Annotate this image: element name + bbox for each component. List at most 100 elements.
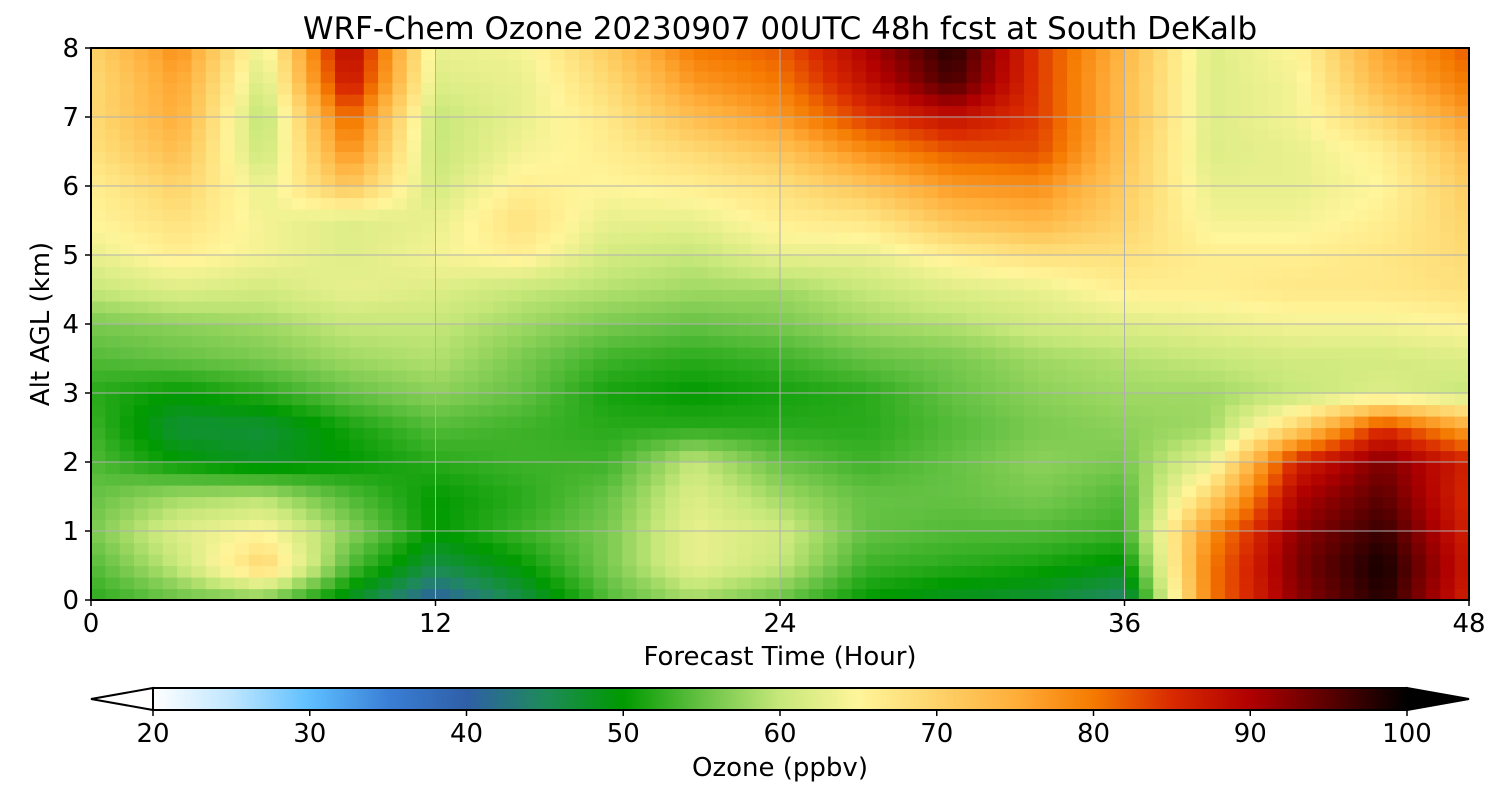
heatmap-cell (177, 450, 193, 463)
heatmap-cell (851, 381, 867, 394)
heatmap-cell (923, 347, 939, 360)
heatmap-cell (1311, 427, 1327, 440)
heatmap-cell (1024, 48, 1039, 61)
heatmap-cell (177, 117, 193, 130)
heatmap-cell (1440, 117, 1456, 130)
heatmap-cell (851, 347, 867, 360)
heatmap-cell (134, 416, 150, 429)
heatmap-cell (937, 312, 953, 325)
heatmap-cell (736, 289, 752, 302)
heatmap-cell (679, 255, 695, 268)
heatmap-cell (837, 565, 853, 578)
heatmap-cell (320, 197, 336, 210)
heatmap-cell (1052, 312, 1068, 325)
heatmap-cell (823, 450, 839, 463)
heatmap-cell (937, 255, 953, 268)
heatmap-cell (1210, 278, 1226, 291)
heatmap-cell (1368, 289, 1384, 302)
heatmap-cell (1095, 278, 1111, 291)
heatmap-cell (105, 255, 121, 268)
heatmap-cell (248, 542, 264, 555)
heatmap-cell (1095, 427, 1111, 440)
heatmap-cell (105, 577, 121, 590)
heatmap-cell (291, 450, 307, 463)
heatmap-cell (1067, 71, 1083, 84)
heatmap-cell (937, 151, 953, 164)
heatmap-cell (765, 117, 781, 130)
heatmap-cell (449, 186, 465, 199)
heatmap-cell (894, 485, 910, 498)
heatmap-cell (478, 255, 494, 268)
heatmap-cell (952, 485, 968, 498)
heatmap-cell (464, 347, 480, 360)
heatmap-cell (679, 496, 695, 509)
heatmap-cell (736, 439, 752, 452)
heatmap-cell (1181, 232, 1197, 245)
heatmap-cell (177, 393, 193, 406)
heatmap-cell (937, 209, 953, 222)
heatmap-cell (1038, 519, 1054, 532)
heatmap-cell (636, 278, 652, 291)
heatmap-cell (923, 393, 939, 406)
heatmap-cell (205, 519, 221, 532)
heatmap-cell (464, 439, 480, 452)
heatmap-cell (119, 462, 135, 475)
heatmap-cell (851, 508, 867, 521)
heatmap-cell (1425, 289, 1441, 302)
heatmap-cell (909, 393, 925, 406)
heatmap-cell (909, 485, 925, 498)
heatmap-cell (1009, 209, 1025, 222)
heatmap-cell (1440, 531, 1456, 544)
heatmap-cell (579, 197, 594, 210)
heatmap-cell (1009, 128, 1025, 141)
heatmap-cell (1095, 542, 1111, 555)
heatmap-cell (320, 82, 336, 95)
heatmap-cell (220, 370, 236, 383)
heatmap-cell (636, 71, 652, 84)
heatmap-cell (751, 358, 767, 371)
heatmap-cell (1354, 186, 1370, 199)
heatmap-cell (1196, 324, 1212, 337)
heatmap-cell (765, 220, 781, 233)
heatmap-cell (966, 312, 982, 325)
heatmap-cell (1067, 301, 1083, 314)
heatmap-cell (1052, 220, 1068, 233)
heatmap-cell (119, 588, 135, 600)
heatmap-cell (751, 186, 767, 199)
heatmap-cell (866, 462, 882, 475)
heatmap-cell (923, 485, 939, 498)
heatmap-cell (980, 485, 996, 498)
heatmap-cell (1153, 531, 1169, 544)
heatmap-cell (1296, 174, 1312, 187)
heatmap-cell (693, 450, 709, 463)
heatmap-cell (995, 473, 1011, 486)
heatmap-cell (421, 59, 437, 72)
heatmap-cell (636, 531, 652, 544)
heatmap-cell (808, 358, 824, 371)
heatmap-cell (378, 462, 394, 475)
heatmap-cell (722, 381, 738, 394)
heatmap-cell (1196, 462, 1212, 475)
heatmap-cell (1138, 174, 1154, 187)
heatmap-cell (248, 519, 264, 532)
heatmap-cell (1382, 117, 1398, 130)
heatmap-cell (866, 358, 882, 371)
heatmap-cell (105, 370, 121, 383)
heatmap-cell (1038, 427, 1054, 440)
heatmap-cell (1325, 151, 1341, 164)
heatmap-cell (263, 565, 279, 578)
heatmap-cell (220, 542, 236, 555)
heatmap-cell (1268, 393, 1283, 406)
heatmap-cell (335, 531, 350, 544)
heatmap-cell (521, 312, 537, 325)
heatmap-cell (837, 427, 853, 440)
heatmap-cell (1354, 174, 1370, 187)
heatmap-cell (550, 48, 566, 61)
heatmap-cell (622, 519, 638, 532)
heatmap-cell (492, 117, 508, 130)
heatmap-cell (851, 186, 867, 199)
heatmap-cell (1081, 542, 1097, 555)
heatmap-cell (1138, 220, 1154, 233)
heatmap-cell (550, 266, 566, 279)
heatmap-cell (363, 450, 379, 463)
